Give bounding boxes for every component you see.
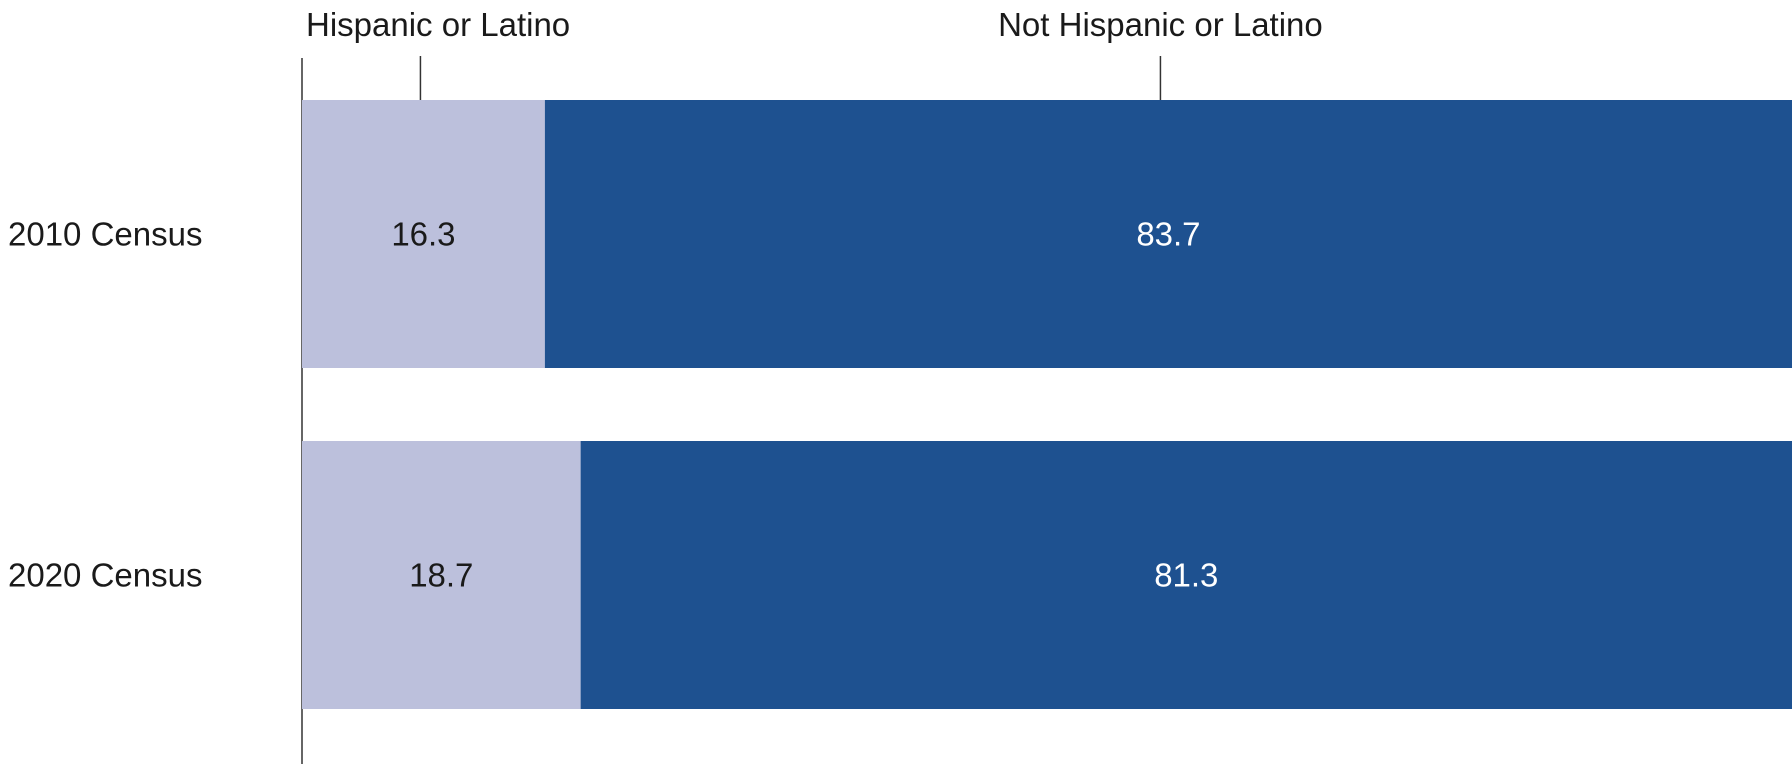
- category-label-2010-census: 2010 Census: [8, 216, 202, 253]
- bar-2020-census-not-hispanic-or-latino: [580, 441, 1792, 709]
- value-label-2010-census-hispanic-or-latino: 16.3: [391, 216, 455, 253]
- bar-2010-census-not-hispanic-or-latino: [544, 100, 1792, 368]
- value-label-2010-census-not-hispanic-or-latino: 83.7: [1136, 216, 1200, 253]
- value-label-2020-census-not-hispanic-or-latino: 81.3: [1154, 557, 1218, 594]
- legend-label-hispanic-or-latino: Hispanic or Latino: [306, 6, 570, 43]
- bar-2020-census-hispanic-or-latino: [302, 441, 581, 709]
- bars: 16.3 83.7 18.7 81.3: [302, 100, 1792, 709]
- legend: Hispanic or Latino Not Hispanic or Latino: [306, 6, 1323, 100]
- category-label-2020-census: 2020 Census: [8, 557, 202, 594]
- legend-label-not-hispanic-or-latino: Not Hispanic or Latino: [998, 6, 1323, 43]
- value-label-2020-census-hispanic-or-latino: 18.7: [409, 557, 473, 594]
- category-labels: 2010 Census 2020 Census: [8, 216, 202, 594]
- bar-2010-census-hispanic-or-latino: [302, 100, 545, 368]
